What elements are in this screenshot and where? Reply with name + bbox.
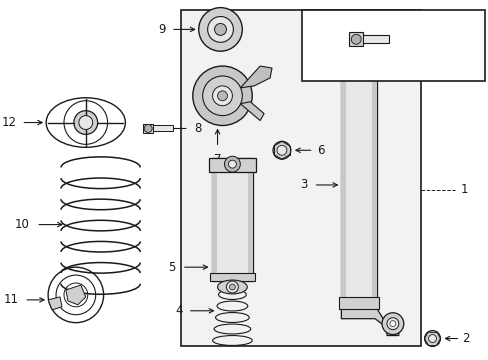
Bar: [181, 10, 420, 346]
Circle shape: [427, 334, 436, 342]
Ellipse shape: [217, 280, 247, 294]
Circle shape: [198, 8, 242, 51]
Bar: [143, 123, 153, 134]
Polygon shape: [341, 309, 398, 336]
Polygon shape: [66, 285, 85, 305]
Bar: [339, 297, 378, 309]
Text: 9: 9: [158, 23, 166, 36]
Circle shape: [202, 76, 242, 116]
Circle shape: [212, 86, 232, 106]
Circle shape: [229, 284, 235, 290]
Circle shape: [424, 330, 440, 346]
Text: 4: 4: [175, 304, 183, 317]
Polygon shape: [48, 297, 62, 310]
Circle shape: [226, 281, 238, 293]
Circle shape: [144, 125, 152, 132]
Polygon shape: [240, 102, 264, 121]
Circle shape: [79, 116, 93, 130]
Text: 6: 6: [317, 144, 325, 157]
Text: 3: 3: [300, 179, 307, 192]
Text: 7: 7: [213, 153, 221, 166]
Text: 8: 8: [410, 33, 417, 46]
Bar: [301, 10, 484, 81]
Bar: [211, 158, 253, 281]
Text: 2: 2: [461, 332, 469, 345]
Text: 10: 10: [15, 218, 29, 231]
Bar: [151, 125, 173, 131]
Circle shape: [74, 111, 98, 134]
Circle shape: [276, 145, 286, 155]
Bar: [356, 26, 362, 145]
Bar: [341, 71, 346, 304]
Circle shape: [192, 66, 252, 126]
Circle shape: [386, 318, 398, 330]
Bar: [208, 158, 256, 172]
Text: 11: 11: [3, 293, 19, 306]
Bar: [248, 158, 253, 281]
Text: 1: 1: [459, 183, 467, 197]
Bar: [341, 71, 376, 304]
Circle shape: [381, 313, 403, 334]
Circle shape: [350, 34, 361, 44]
Bar: [348, 32, 363, 46]
Circle shape: [214, 23, 226, 35]
Circle shape: [389, 321, 395, 327]
Circle shape: [224, 156, 240, 172]
Bar: [339, 36, 378, 71]
Circle shape: [207, 17, 233, 42]
Bar: [211, 158, 216, 281]
Bar: [371, 71, 376, 304]
Circle shape: [217, 91, 227, 101]
Bar: [209, 273, 255, 281]
Circle shape: [228, 160, 236, 168]
Bar: [361, 35, 388, 43]
Text: 8: 8: [193, 122, 201, 135]
Circle shape: [272, 141, 290, 159]
Text: 12: 12: [1, 116, 17, 129]
Polygon shape: [240, 66, 271, 88]
Text: 5: 5: [168, 261, 176, 274]
